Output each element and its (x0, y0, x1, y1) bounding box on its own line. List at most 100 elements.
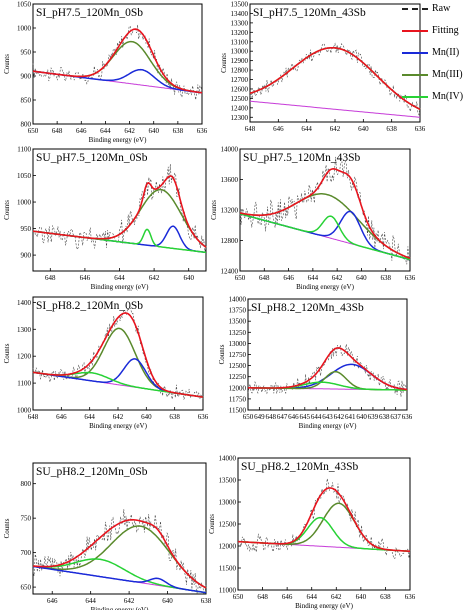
legend-label-mn4: Mn(IV) (432, 91, 464, 102)
chart-4: 650 648 646 644 642 640 638 636 12400 12800 13200 1… (210, 146, 416, 292)
y-tick-label: 13600 (221, 176, 239, 184)
chart-title: SI_pH7.5_120Mn_43Sb (253, 7, 366, 19)
x-tick-label: 648 (28, 413, 39, 421)
legend-swatch-mn2 (402, 52, 428, 54)
raw-series (32, 164, 207, 252)
y-tick-label: 11000 (219, 587, 237, 595)
y-axis-label: Counts (218, 344, 226, 364)
plot-frame (32, 462, 207, 595)
raw-series (32, 509, 207, 595)
y-tick-label: 13750 (229, 307, 247, 315)
chart-title: SI_pH8.2_120Mn_43Sb (251, 302, 364, 314)
y-tick-label: 13200 (221, 207, 239, 215)
y-axis-label: Counts (3, 200, 11, 220)
legend-item-mn3: Mn(III) (400, 68, 472, 82)
y-axis-label: Counts (3, 343, 11, 363)
y-tick-label: 13300 (231, 19, 249, 27)
component-series (32, 327, 204, 398)
x-axis-label: Binding energy (eV) (91, 606, 149, 610)
component-series (237, 502, 411, 553)
x-tick-label: 640 (356, 413, 367, 421)
y-tick-label: 13500 (231, 1, 249, 9)
y-axis-label: Counts (3, 54, 11, 74)
legend-swatch-mn4 (402, 96, 428, 98)
x-tick-label: 642 (124, 597, 135, 605)
y-tick-label: 900 (21, 252, 32, 260)
y-tick-label: 12400 (221, 268, 239, 276)
x-tick-label: 646 (56, 413, 67, 421)
raw-series (32, 24, 203, 100)
x-tick-label: 647 (277, 413, 288, 421)
y-tick-label: 1100 (17, 380, 31, 388)
x-tick-label: 640 (162, 597, 173, 605)
raw-series (32, 306, 204, 401)
y-tick-label: 12800 (221, 237, 239, 245)
x-tick-label: 650 (28, 127, 39, 135)
y-tick-label: 12700 (231, 76, 249, 84)
y-tick-label: 12300 (231, 114, 249, 122)
x-axis-label: Binding energy (eV) (296, 283, 354, 291)
y-tick-label: 13400 (231, 10, 249, 18)
chart-6: 650 649 648 647 646 645 644 643 642 641 640 639 638 6… (218, 296, 413, 431)
y-tick-label: 700 (21, 549, 32, 557)
legend-swatch-mn3 (402, 74, 428, 76)
y-tick-label: 13250 (229, 329, 247, 337)
x-tick-label: 640 (148, 127, 159, 135)
chart-5: 648 646 644 642 640 638 636 1000 1100 1200 1300 140… (3, 296, 209, 430)
x-tick-label: 648 (45, 274, 56, 282)
x-tick-label: 638 (380, 274, 391, 282)
legend-swatch-fitting (402, 30, 428, 32)
x-tick-label: 650 (243, 413, 254, 421)
x-tick-label: 646 (47, 597, 58, 605)
fitting-series (239, 167, 411, 260)
raw-series (239, 156, 411, 265)
x-tick-label: 644 (308, 274, 319, 282)
component-series (32, 358, 204, 398)
chart-title: SU_pH7.5_120Mn_43Sb (243, 152, 361, 164)
legend-label-fitting: Fitting (432, 25, 459, 36)
x-tick-label: 644 (100, 127, 111, 135)
component-series (249, 47, 421, 110)
x-tick-label: 640 (356, 274, 367, 282)
y-tick-label: 11750 (229, 395, 247, 403)
y-tick-label: 12500 (229, 362, 247, 370)
x-axis-label: Binding energy (eV) (89, 136, 147, 144)
x-tick-label: 644 (85, 597, 96, 605)
legend-label-mn2: Mn(II) (432, 47, 460, 58)
y-tick-label: 14000 (229, 296, 247, 304)
x-tick-label: 642 (124, 127, 135, 135)
x-tick-label: 642 (330, 125, 341, 133)
x-tick-label: 641 (345, 413, 356, 421)
x-tick-label: 642 (113, 413, 124, 421)
x-tick-label: 646 (288, 413, 299, 421)
y-tick-label: 12750 (229, 351, 247, 359)
y-axis-label: Counts (3, 518, 11, 538)
y-tick-label: 900 (21, 73, 32, 81)
raw-series (237, 478, 411, 559)
x-tick-label: 638 (201, 597, 212, 605)
component-series (32, 68, 203, 94)
legend-item-mn2: Mn(II) (400, 46, 472, 60)
chart-title: SU_pH8.2_120Mn_43Sb (241, 461, 359, 473)
plot-frame (247, 298, 408, 411)
legend-swatch-raw (402, 8, 428, 10)
y-tick-label: 12000 (229, 384, 247, 392)
chart-title: SI_pH8.2_120Mn_0Sb (36, 300, 143, 312)
y-tick-label: 11500 (219, 565, 237, 573)
y-tick-label: 12400 (231, 104, 249, 112)
y-tick-label: 12800 (231, 67, 249, 75)
y-tick-label: 750 (21, 515, 32, 523)
background-series (249, 100, 421, 118)
y-tick-label: 800 (21, 121, 32, 129)
x-axis-label: Binding energy (eV) (295, 602, 353, 610)
x-tick-label: 642 (334, 413, 345, 421)
y-tick-label: 12500 (231, 95, 249, 103)
x-tick-label: 644 (114, 274, 125, 282)
y-tick-label: 1000 (17, 25, 32, 33)
x-tick-label: 642 (332, 274, 343, 282)
y-tick-label: 650 (21, 584, 32, 592)
y-axis-label: Counts (208, 514, 216, 534)
chart-8: 650 648 646 644 642 640 638 636 11000 11500 12000 1… (208, 455, 416, 610)
y-tick-label: 1050 (17, 172, 32, 180)
